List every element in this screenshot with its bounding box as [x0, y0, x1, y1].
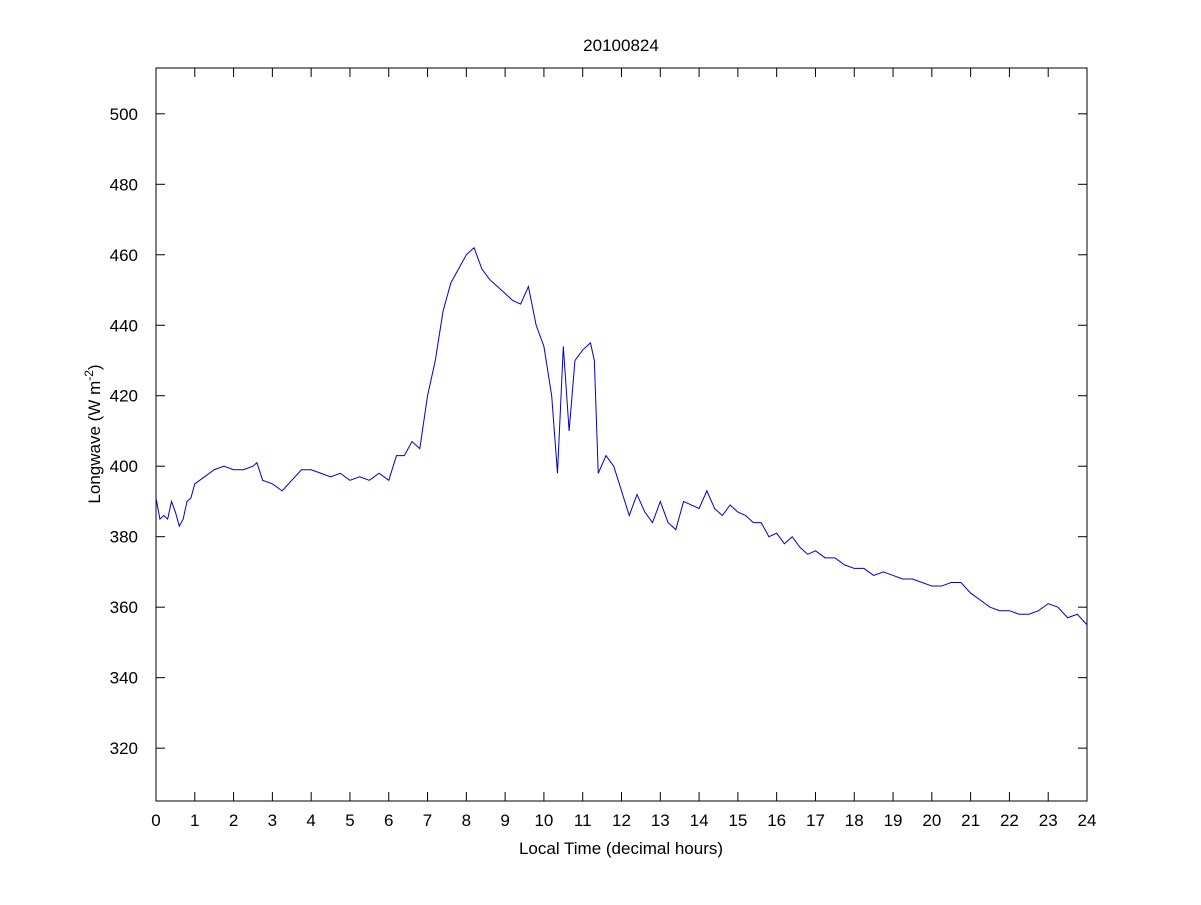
- x-tick-label: 6: [384, 811, 393, 830]
- x-tick-label: 18: [845, 811, 864, 830]
- chart-title: 20100824: [583, 36, 659, 55]
- y-tick-label: 460: [110, 246, 138, 265]
- y-tick-label: 480: [110, 175, 138, 194]
- x-tick-label: 19: [884, 811, 903, 830]
- x-tick-label: 12: [612, 811, 631, 830]
- x-tick-label: 7: [423, 811, 432, 830]
- x-tick-label: 14: [690, 811, 709, 830]
- x-tick-label: 17: [806, 811, 825, 830]
- y-tick-label: 420: [110, 387, 138, 406]
- x-tick-label: 15: [728, 811, 747, 830]
- x-tick-label: 21: [961, 811, 980, 830]
- x-tick-label: 22: [1000, 811, 1019, 830]
- y-tick-label: 340: [110, 669, 138, 688]
- x-tick-label: 16: [767, 811, 786, 830]
- y-tick-label: 380: [110, 528, 138, 547]
- x-tick-label: 2: [229, 811, 238, 830]
- x-tick-label: 4: [306, 811, 315, 830]
- y-label-main: Longwave (W m: [85, 381, 104, 504]
- x-tick-label: 24: [1078, 811, 1097, 830]
- x-tick-label: 10: [534, 811, 553, 830]
- y-axis-label: Longwave (W m-2): [82, 364, 104, 503]
- y-label-sup: -2: [82, 370, 96, 381]
- x-tick-label: 20: [922, 811, 941, 830]
- x-tick-label: 9: [500, 811, 509, 830]
- y-tick-label: 440: [110, 316, 138, 335]
- y-tick-label: 400: [110, 457, 138, 476]
- y-tick-label: 500: [110, 105, 138, 124]
- y-tick-label: 360: [110, 598, 138, 617]
- y-tick-label: 320: [110, 739, 138, 758]
- data-line: [155, 246, 1088, 626]
- x-tick-label: 1: [190, 811, 199, 830]
- x-tick-label: 3: [268, 811, 277, 830]
- x-tick-label: 23: [1039, 811, 1058, 830]
- y-label-end: ): [85, 364, 104, 370]
- x-tick-label: 0: [151, 811, 160, 830]
- x-tick-label: 13: [651, 811, 670, 830]
- x-tick-label: 11: [574, 811, 592, 830]
- x-tick-label: 5: [345, 811, 354, 830]
- x-tick-label: 8: [462, 811, 471, 830]
- x-axis-label: Local Time (decimal hours): [519, 839, 723, 858]
